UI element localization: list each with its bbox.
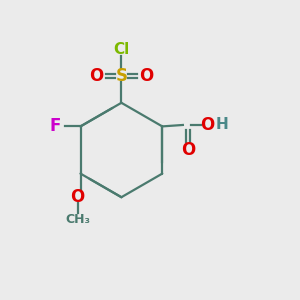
Text: CH₃: CH₃: [65, 214, 90, 226]
Text: F: F: [50, 117, 61, 135]
Text: O: O: [70, 188, 85, 206]
Text: S: S: [116, 67, 128, 85]
Text: O: O: [200, 116, 214, 134]
Text: O: O: [181, 141, 195, 159]
Text: O: O: [139, 67, 153, 85]
Text: O: O: [89, 67, 103, 85]
Text: Cl: Cl: [113, 42, 130, 57]
Text: H: H: [216, 117, 229, 132]
